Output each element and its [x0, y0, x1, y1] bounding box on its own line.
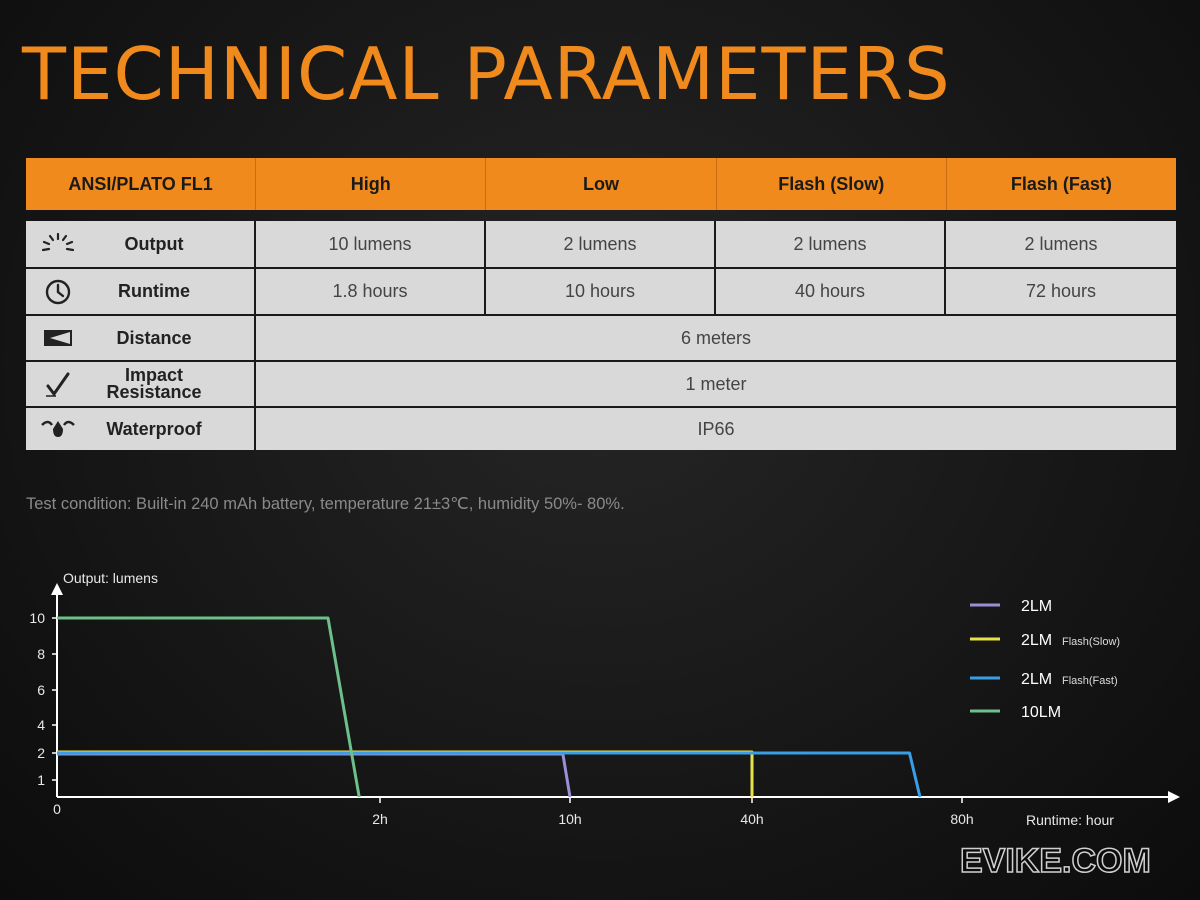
legend-label: 2LM [1021, 632, 1052, 649]
series-2lm-flash-fast-line [57, 751, 922, 798]
x-axis-arrow [1168, 791, 1180, 803]
clock-icon [38, 277, 78, 307]
x-tick-label: 10h [558, 811, 581, 827]
light-burst-icon [38, 229, 78, 259]
x-tick-label: 2h [372, 811, 388, 827]
runtime-flash-fast: 72 hours [1025, 281, 1097, 301]
impact-check-icon [38, 369, 78, 399]
output-low: 2 lumens [486, 221, 716, 267]
page-title: TECHNICAL PARAMETERS [22, 32, 951, 116]
header-low: Low [486, 158, 717, 210]
water-splash-icon [38, 414, 78, 444]
output-label: Output [124, 233, 184, 254]
row-label-cell: Impact Resistance [26, 362, 256, 406]
distance-value: 6 meters [680, 327, 752, 348]
impact-label-line1: Impact [124, 365, 184, 385]
beam-distance-icon [38, 323, 78, 353]
runtime-low: 10 hours [486, 269, 716, 314]
distance-label: Distance [116, 327, 192, 348]
legend-sublabel: Flash(Fast) [1062, 675, 1118, 687]
runtime-high: 1.8 hours [256, 269, 486, 314]
x-tick-label: 80h [950, 811, 973, 827]
impact-value: 1 meter [685, 373, 747, 394]
series-2lm-line [57, 752, 572, 798]
spec-table: Output 10 lumens 2 lumens 2 lumens 2 lum… [26, 221, 1176, 450]
y-tick-label: 2 [37, 745, 45, 761]
waterproof-value: IP66 [697, 418, 735, 439]
row-label-cell: Waterproof [26, 408, 256, 450]
y-tick-label: 10 [29, 610, 45, 626]
y-axis-arrow [51, 583, 63, 595]
y-tick-label: 8 [37, 646, 45, 662]
y-axis-label: Output: lumens [63, 570, 158, 586]
legend-label: 2LM [1021, 671, 1052, 688]
header-flash-slow: Flash (Slow) [717, 158, 947, 210]
x-tick-label: 0 [53, 801, 61, 817]
y-tick-label: 6 [37, 682, 45, 698]
runtime-label: Runtime [118, 281, 190, 301]
legend-sublabel: Flash(Slow) [1062, 636, 1120, 648]
impact-label: Impact Resistance [84, 365, 254, 402]
table-row-output: Output 10 lumens 2 lumens 2 lumens 2 lum… [26, 221, 1176, 269]
legend-label: 10LM [1021, 704, 1061, 721]
output-flash-fast: 2 lumens [1024, 233, 1098, 254]
header-flash-fast: Flash (Fast) [1010, 173, 1112, 194]
series-2lm-flash-slow-line [57, 750, 754, 797]
x-tick-label: 40h [740, 811, 763, 827]
table-row-waterproof: Waterproof IP66 [26, 408, 1176, 450]
legend-label: 2LM [1021, 598, 1052, 615]
output-high: 10 lumens [256, 221, 486, 267]
test-condition-note: Test condition: Built-in 240 mAh battery… [26, 495, 625, 513]
table-row-distance: Distance 6 meters [26, 316, 1176, 362]
spec-table-header: ANSI/PLATO FL1 High Low Flash (Slow) Fla… [26, 158, 1176, 210]
runtime-flash-slow: 40 hours [716, 269, 946, 314]
header-standard: ANSI/PLATO FL1 [26, 158, 257, 210]
impact-label-line2: Resistance [106, 382, 202, 402]
output-flash-slow: 2 lumens [716, 221, 946, 267]
y-tick-label: 4 [37, 717, 45, 733]
y-tick-label: 1 [37, 772, 45, 788]
runtime-chart: Output: lumens Runtime: hour 1 2 4 6 8 10 0 2h 10h… [29, 570, 1180, 828]
header-high: High [256, 158, 487, 210]
row-label-cell: Output [26, 221, 256, 267]
waterproof-label: Waterproof [106, 418, 202, 439]
table-row-impact: Impact Resistance 1 meter [26, 362, 1176, 408]
table-row-runtime: Runtime 1.8 hours 10 hours 40 hours 72 h… [26, 269, 1176, 316]
x-axis-label: Runtime: hour [1026, 812, 1114, 828]
row-label-cell: Distance [26, 316, 256, 360]
watermark: EVIKE.COM [959, 841, 1151, 881]
row-label-cell: Runtime [26, 269, 256, 314]
series-10lm-line [57, 616, 361, 798]
